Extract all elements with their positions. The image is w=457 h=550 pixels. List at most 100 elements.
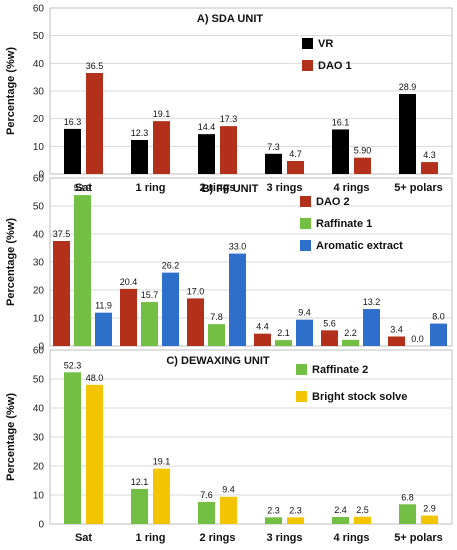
data-label: 48.0 bbox=[86, 373, 104, 383]
data-label: 33.0 bbox=[229, 242, 247, 252]
data-label: 9.4 bbox=[298, 308, 311, 318]
bar bbox=[399, 94, 416, 174]
bar bbox=[287, 517, 304, 524]
data-label: 2.4 bbox=[334, 505, 347, 515]
data-label: 28.9 bbox=[399, 82, 417, 92]
bar bbox=[265, 517, 282, 524]
legend-swatch bbox=[300, 240, 311, 251]
bar bbox=[141, 302, 158, 346]
data-label: 9.4 bbox=[222, 485, 235, 495]
bar bbox=[198, 501, 215, 524]
data-label: 4.7 bbox=[289, 149, 302, 159]
bar bbox=[354, 516, 371, 524]
data-label: 7.3 bbox=[267, 142, 280, 152]
legend-entry: DAO 2 bbox=[316, 196, 350, 208]
bar bbox=[208, 324, 225, 346]
x-tick-label: 3 rings bbox=[266, 182, 302, 194]
bar bbox=[95, 312, 112, 346]
y-tick-label: 60 bbox=[33, 174, 45, 185]
legend-entry: Aromatic extract bbox=[316, 240, 403, 252]
bar bbox=[332, 129, 349, 174]
data-label: 8.0 bbox=[432, 312, 445, 322]
chart-title: A) SDA UNIT bbox=[197, 13, 263, 25]
data-label: 16.1 bbox=[332, 117, 350, 127]
data-label: 4.3 bbox=[423, 150, 436, 160]
legend-swatch bbox=[302, 60, 313, 71]
bar bbox=[64, 128, 81, 174]
data-label: 12.3 bbox=[131, 128, 149, 138]
x-tick-label: 5+ polars bbox=[394, 182, 443, 194]
bar bbox=[321, 330, 338, 346]
data-label: 5.90 bbox=[354, 146, 372, 156]
x-tick-label: 4 rings bbox=[333, 182, 369, 194]
legend-entry: Raffinate 1 bbox=[316, 218, 372, 230]
legend-swatch bbox=[296, 364, 307, 375]
data-label: 17.0 bbox=[187, 286, 205, 296]
legend-entry: DAO 1 bbox=[318, 60, 352, 72]
bar bbox=[399, 504, 416, 524]
data-label: 5.6 bbox=[323, 318, 336, 328]
x-tick-label: 5+ polars bbox=[394, 532, 443, 544]
y-tick-label: 60 bbox=[33, 4, 45, 15]
data-label: 19.1 bbox=[153, 109, 171, 119]
y-tick-label: 20 bbox=[33, 114, 45, 125]
x-tick-label: Sat bbox=[75, 182, 92, 194]
chart-title: C) DEWAXING UNIT bbox=[166, 355, 270, 367]
bar bbox=[53, 241, 70, 346]
x-tick-label: 2 rings bbox=[199, 532, 235, 544]
plot-frame bbox=[49, 177, 453, 347]
bar bbox=[131, 488, 148, 524]
bar bbox=[421, 515, 438, 524]
legend-entry: VR bbox=[318, 38, 333, 50]
y-tick-label: 0 bbox=[38, 170, 44, 181]
data-label: 2.3 bbox=[289, 505, 302, 515]
bar bbox=[229, 253, 246, 346]
data-label: 2.9 bbox=[423, 504, 436, 514]
plot-frame bbox=[49, 7, 453, 175]
y-axis-label: Percentage (%w) bbox=[5, 393, 17, 481]
x-tick-label: 1 ring bbox=[136, 532, 166, 544]
bar bbox=[388, 336, 405, 346]
y-tick-label: 10 bbox=[33, 142, 45, 153]
bar bbox=[131, 139, 148, 174]
bar bbox=[421, 162, 438, 174]
bar bbox=[287, 160, 304, 174]
x-tick-label: 3 rings bbox=[266, 532, 302, 544]
bar bbox=[74, 195, 91, 346]
x-tick-label: 2 rings bbox=[199, 182, 235, 194]
x-tick-label: Sat bbox=[75, 532, 92, 544]
data-label: 14.4 bbox=[198, 122, 216, 132]
bar bbox=[162, 272, 179, 346]
x-tick-label: 4 rings bbox=[333, 532, 369, 544]
bar bbox=[153, 121, 170, 174]
y-tick-label: 40 bbox=[33, 59, 45, 70]
bar bbox=[64, 372, 81, 524]
legend-swatch bbox=[300, 196, 311, 207]
chart-title: B) FF UNIT bbox=[202, 183, 259, 195]
y-tick-label: 10 bbox=[33, 314, 45, 325]
y-tick-label: 30 bbox=[33, 433, 45, 444]
data-label: 2.5 bbox=[356, 505, 369, 515]
y-tick-label: 40 bbox=[33, 230, 45, 241]
bar bbox=[86, 384, 103, 524]
plot-frame bbox=[49, 349, 453, 525]
data-label: 16.3 bbox=[64, 117, 82, 127]
y-tick-label: 20 bbox=[33, 286, 45, 297]
data-label: 2.2 bbox=[344, 328, 357, 338]
bar bbox=[275, 340, 292, 346]
data-label: 52.3 bbox=[64, 360, 82, 370]
data-label: 6.8 bbox=[401, 492, 414, 502]
bar bbox=[187, 298, 204, 346]
legend-entry: Raffinate 2 bbox=[312, 364, 368, 376]
bar bbox=[430, 323, 447, 346]
y-axis-label: Percentage (%w) bbox=[5, 218, 17, 306]
data-label: 12.1 bbox=[131, 477, 149, 487]
legend-swatch bbox=[302, 38, 313, 49]
data-label: 26.2 bbox=[162, 261, 180, 271]
data-label: 7.6 bbox=[200, 490, 213, 500]
y-tick-label: 50 bbox=[33, 31, 45, 42]
data-label: 17.3 bbox=[220, 114, 238, 124]
bar bbox=[363, 309, 380, 346]
legend-swatch bbox=[296, 391, 307, 402]
